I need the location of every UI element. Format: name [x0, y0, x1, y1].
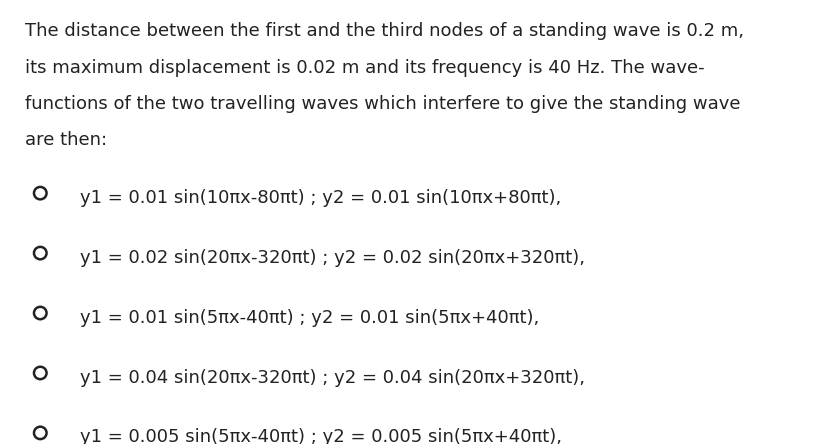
Text: y1 = 0.01 sin(10πx-80πt) ; y2 = 0.01 sin(10πx+80πt),: y1 = 0.01 sin(10πx-80πt) ; y2 = 0.01 sin… [80, 189, 561, 207]
Text: y1 = 0.04 sin(20πx-320πt) ; y2 = 0.04 sin(20πx+320πt),: y1 = 0.04 sin(20πx-320πt) ; y2 = 0.04 si… [80, 369, 585, 387]
Text: The distance between the first and the third nodes of a standing wave is 0.2 m,: The distance between the first and the t… [25, 22, 744, 40]
Text: y1 = 0.005 sin(5πx-40πt) ; y2 = 0.005 sin(5πx+40πt),: y1 = 0.005 sin(5πx-40πt) ; y2 = 0.005 si… [80, 428, 561, 444]
Text: are then:: are then: [25, 131, 107, 150]
Text: functions of the two travelling waves which interfere to give the standing wave: functions of the two travelling waves wh… [25, 95, 741, 113]
Text: y1 = 0.01 sin(5πx-40πt) ; y2 = 0.01 sin(5πx+40πt),: y1 = 0.01 sin(5πx-40πt) ; y2 = 0.01 sin(… [80, 309, 539, 327]
Text: its maximum displacement is 0.02 m and its frequency is 40 Hz. The wave-: its maximum displacement is 0.02 m and i… [25, 59, 705, 77]
Text: y1 = 0.02 sin(20πx-320πt) ; y2 = 0.02 sin(20πx+320πt),: y1 = 0.02 sin(20πx-320πt) ; y2 = 0.02 si… [80, 249, 585, 267]
